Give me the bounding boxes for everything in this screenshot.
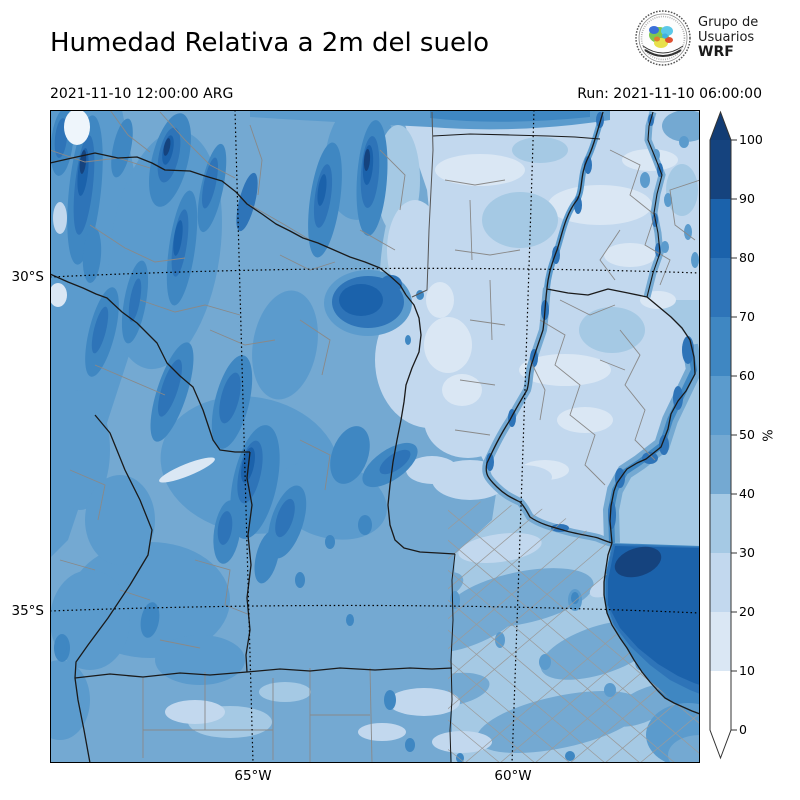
logo-line2: Usuarios — [698, 30, 755, 45]
colorbar-arrow-bottom — [710, 730, 731, 758]
province-boundaries — [50, 110, 700, 763]
lat-label-35s: 35°S — [11, 603, 45, 619]
logo-line3: WRF — [698, 44, 734, 60]
lon-label-65w: 65°W — [234, 768, 272, 784]
colorbar-label-40: 40 — [739, 486, 755, 501]
colorbar — [709, 110, 737, 760]
colorbar-arrow-top — [710, 112, 731, 140]
logo-line1: Grupo de — [698, 15, 759, 30]
colorbar-label-60: 60 — [739, 368, 755, 383]
lon-label-60w: 60°W — [494, 768, 532, 784]
page-title: Humedad Relativa a 2m del suelo — [50, 28, 490, 58]
logo-seal-icon — [635, 10, 691, 66]
colorbar-label-100: 100 — [739, 132, 763, 147]
colorbar-ticks — [731, 139, 737, 731]
colorbar-label-80: 80 — [739, 250, 755, 265]
map-frame — [50, 110, 700, 763]
colorbar-label-30: 30 — [739, 545, 755, 560]
colorbar-label-10: 10 — [739, 663, 755, 678]
graticule — [50, 110, 700, 763]
colorbar-label-90: 90 — [739, 191, 755, 206]
colorbar-label-50: 50 — [739, 427, 755, 442]
run-time-label: Run: 2021-11-10 06:00:00 — [577, 86, 762, 102]
lat-label-30s: 30°S — [11, 269, 45, 285]
valid-time-label: 2021-11-10 12:00:00 ARG — [50, 86, 234, 102]
country-river-lines — [50, 111, 700, 763]
colorbar-unit-label: % — [758, 429, 774, 442]
wrf-users-group-logo: Grupo de Usuarios WRF — [634, 8, 794, 72]
colorbar-label-20: 20 — [739, 604, 755, 619]
humidity-map — [50, 110, 700, 763]
colorbar-label-0: 0 — [739, 722, 747, 737]
colorbar-label-70: 70 — [739, 309, 755, 324]
